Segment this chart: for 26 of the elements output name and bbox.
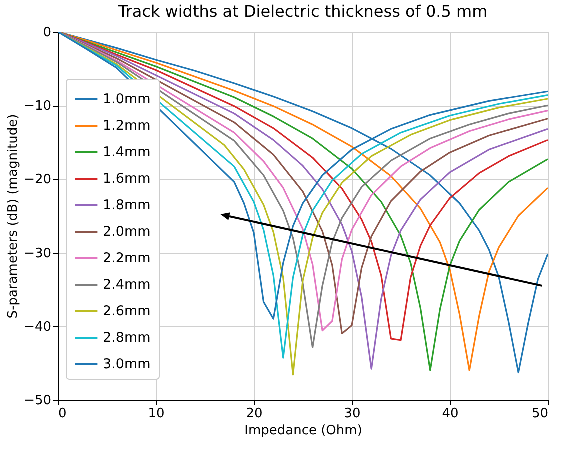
legend-label: 2.2mm — [103, 250, 151, 266]
x-tick-label: 0 — [58, 406, 67, 422]
legend-label: 2.4mm — [103, 277, 151, 293]
legend-label: 2.6mm — [103, 304, 151, 320]
x-tick-label: 10 — [148, 406, 165, 422]
legend-label: 3.0mm — [103, 356, 151, 372]
x-axis-title: Impedance (Ohm) — [244, 424, 362, 438]
legend-label: 2.0mm — [103, 224, 151, 240]
x-tick-label: 40 — [442, 406, 459, 422]
y-tick-label: −10 — [24, 99, 52, 114]
y-tick-label: −20 — [24, 172, 52, 188]
x-tick-label: 50 — [532, 406, 548, 422]
legend-label: 1.0mm — [103, 92, 151, 108]
legend-label: 1.8mm — [103, 198, 151, 214]
y-tick-label: −50 — [24, 394, 52, 408]
y-tick-label: −40 — [24, 320, 52, 335]
x-tick-label: 20 — [246, 406, 263, 422]
y-tick-label: −30 — [24, 246, 52, 262]
legend-label: 2.8mm — [103, 330, 151, 346]
x-tick-label: 30 — [344, 406, 361, 422]
legend-label: 1.4mm — [103, 144, 151, 160]
legend-label: 1.2mm — [103, 118, 151, 134]
y-axis-title: S-parameters (dB) (magnitude) — [6, 114, 22, 319]
legend-label: 1.6mm — [103, 171, 151, 187]
chart-title: Track widths at Dielectric thickness of 0.5 mm — [117, 2, 488, 21]
y-tick-label: 0 — [43, 26, 52, 40]
